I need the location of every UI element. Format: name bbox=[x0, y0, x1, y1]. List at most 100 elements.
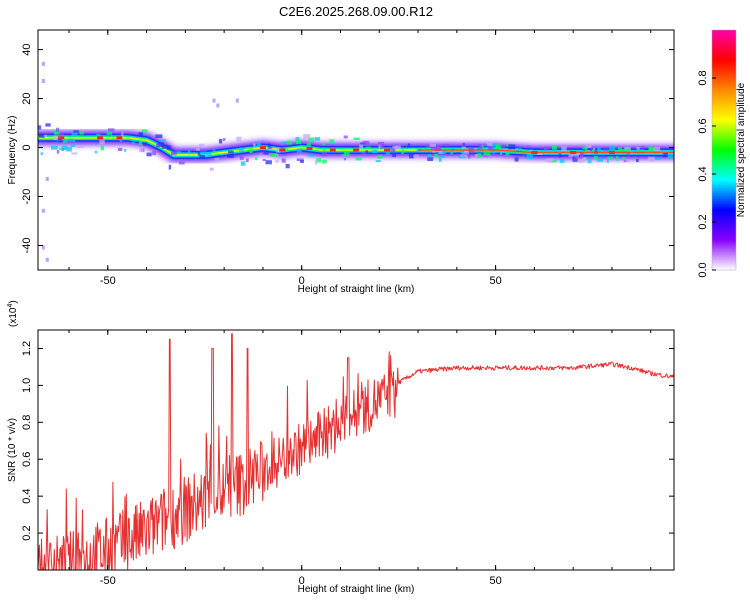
spectral-cell bbox=[106, 131, 113, 135]
spectral-cell bbox=[488, 147, 494, 151]
spectral-cell bbox=[314, 137, 321, 141]
spectral-cell bbox=[121, 132, 124, 137]
spectral-cell bbox=[315, 160, 318, 165]
spectral-cell bbox=[641, 145, 644, 149]
spectral-cell bbox=[316, 158, 322, 163]
spectral-cell bbox=[79, 131, 84, 135]
spectral-cell bbox=[365, 150, 369, 154]
spectral-cell bbox=[283, 148, 289, 152]
spectral-cell bbox=[119, 138, 122, 142]
spectral-cell bbox=[461, 146, 466, 151]
spectral-cell bbox=[385, 151, 390, 156]
spectral-cell bbox=[68, 138, 76, 142]
spectral-cell bbox=[56, 127, 60, 132]
spectral-cell bbox=[249, 148, 253, 153]
spectrogram-frame bbox=[37, 29, 675, 271]
spectral-cell bbox=[300, 160, 304, 163]
spectral-cell bbox=[544, 147, 548, 151]
spectral-cell bbox=[199, 143, 205, 148]
spectral-cell bbox=[197, 152, 202, 156]
x-tick-label: -50 bbox=[100, 575, 116, 587]
spectral-cell bbox=[636, 147, 640, 150]
y-tick-label: 1.2 bbox=[21, 341, 33, 356]
spectral-cell bbox=[434, 147, 441, 150]
spectral-outlier bbox=[216, 103, 220, 108]
spectral-cell bbox=[505, 153, 510, 156]
chart-title: C2E6.2025.268.09.00.R12 bbox=[279, 4, 433, 19]
spectral-cell bbox=[409, 153, 415, 159]
spectral-cell bbox=[59, 132, 65, 136]
spectral-cell bbox=[475, 153, 479, 157]
spectral-cell bbox=[295, 139, 302, 145]
spectral-cell bbox=[584, 147, 588, 151]
spectral-cell bbox=[343, 158, 347, 161]
spectral-cell bbox=[155, 143, 158, 148]
spectral-cell bbox=[270, 153, 277, 157]
spectral-cell bbox=[131, 141, 136, 145]
spectral-cell bbox=[392, 146, 397, 149]
spectral-cell bbox=[286, 140, 293, 145]
colorbar-tick-label: 0.4 bbox=[697, 166, 709, 181]
colorbar-frame bbox=[711, 29, 737, 271]
spectral-cell bbox=[648, 146, 653, 151]
spectral-cell bbox=[596, 157, 604, 162]
spectral-cell bbox=[487, 142, 493, 147]
x-tick-label: -50 bbox=[100, 275, 116, 287]
spectral-cell bbox=[582, 157, 587, 162]
spectral-cell bbox=[572, 151, 580, 157]
spectral-cell bbox=[545, 158, 552, 163]
spectral-cell bbox=[585, 145, 592, 149]
snr-ticks: -50 0 50 0.2 0.4 0.6 0.8 1.0 1.2 bbox=[21, 330, 674, 587]
spectral-cell bbox=[441, 149, 447, 154]
spectral-outlier bbox=[41, 208, 45, 213]
spectral-cell bbox=[263, 152, 269, 155]
spectral-cell bbox=[138, 132, 143, 136]
spectral-cell bbox=[166, 145, 171, 151]
y-tick-label: 0.8 bbox=[21, 415, 33, 430]
y-tick-label: 20 bbox=[21, 92, 33, 104]
y-tick-label: 0.6 bbox=[21, 452, 33, 467]
colorbar: 0.0 0.2 0.4 0.6 0.8 Normalized spectral ampl… bbox=[697, 29, 747, 278]
spectral-cell bbox=[361, 152, 369, 155]
spectral-cell bbox=[38, 125, 42, 130]
spectral-cell bbox=[209, 167, 214, 171]
spectral-cell bbox=[152, 151, 156, 156]
y-tick-label: -40 bbox=[21, 238, 33, 254]
spectral-cell bbox=[577, 159, 585, 163]
y-tick-label: 40 bbox=[21, 43, 33, 55]
spectral-cell bbox=[158, 139, 166, 142]
spectral-cell bbox=[214, 157, 220, 161]
spectral-cell bbox=[618, 147, 622, 152]
spectral-peak bbox=[97, 136, 104, 140]
spectral-cell bbox=[168, 164, 171, 170]
spectral-cell bbox=[141, 129, 148, 133]
spectral-outlier bbox=[212, 98, 216, 103]
spectral-cell bbox=[572, 158, 578, 162]
x-tick-label: 0 bbox=[299, 575, 305, 587]
spectral-cell bbox=[227, 154, 234, 158]
spectral-cell bbox=[52, 135, 58, 141]
spectral-cell bbox=[516, 148, 522, 153]
spectral-cell bbox=[96, 133, 101, 137]
spectral-cell bbox=[526, 154, 533, 159]
spectral-cell bbox=[429, 143, 436, 147]
spectral-cell bbox=[206, 152, 212, 156]
spectral-cell bbox=[591, 149, 595, 154]
spectral-cell bbox=[549, 158, 555, 163]
spectral-cell bbox=[622, 156, 625, 161]
spectral-cell bbox=[100, 145, 104, 151]
spectral-cell bbox=[603, 149, 609, 152]
snr-scale-label: (x104) bbox=[7, 300, 19, 327]
spectral-cell bbox=[308, 137, 314, 143]
spectrogram-ylabel: Frequency (Hz) bbox=[7, 116, 18, 185]
spectral-cell bbox=[378, 141, 385, 146]
spectral-cell bbox=[407, 143, 410, 148]
spectral-cell bbox=[63, 139, 66, 143]
spectral-cell bbox=[322, 152, 327, 157]
spectrogram-panel: -50 0 50 -40 -20 0 20 40 Height of straight lin… bbox=[7, 29, 675, 295]
spectral-cell bbox=[146, 152, 152, 157]
spectral-cell bbox=[199, 155, 205, 159]
spectral-outlier bbox=[41, 61, 45, 66]
spectral-cell bbox=[655, 157, 661, 160]
